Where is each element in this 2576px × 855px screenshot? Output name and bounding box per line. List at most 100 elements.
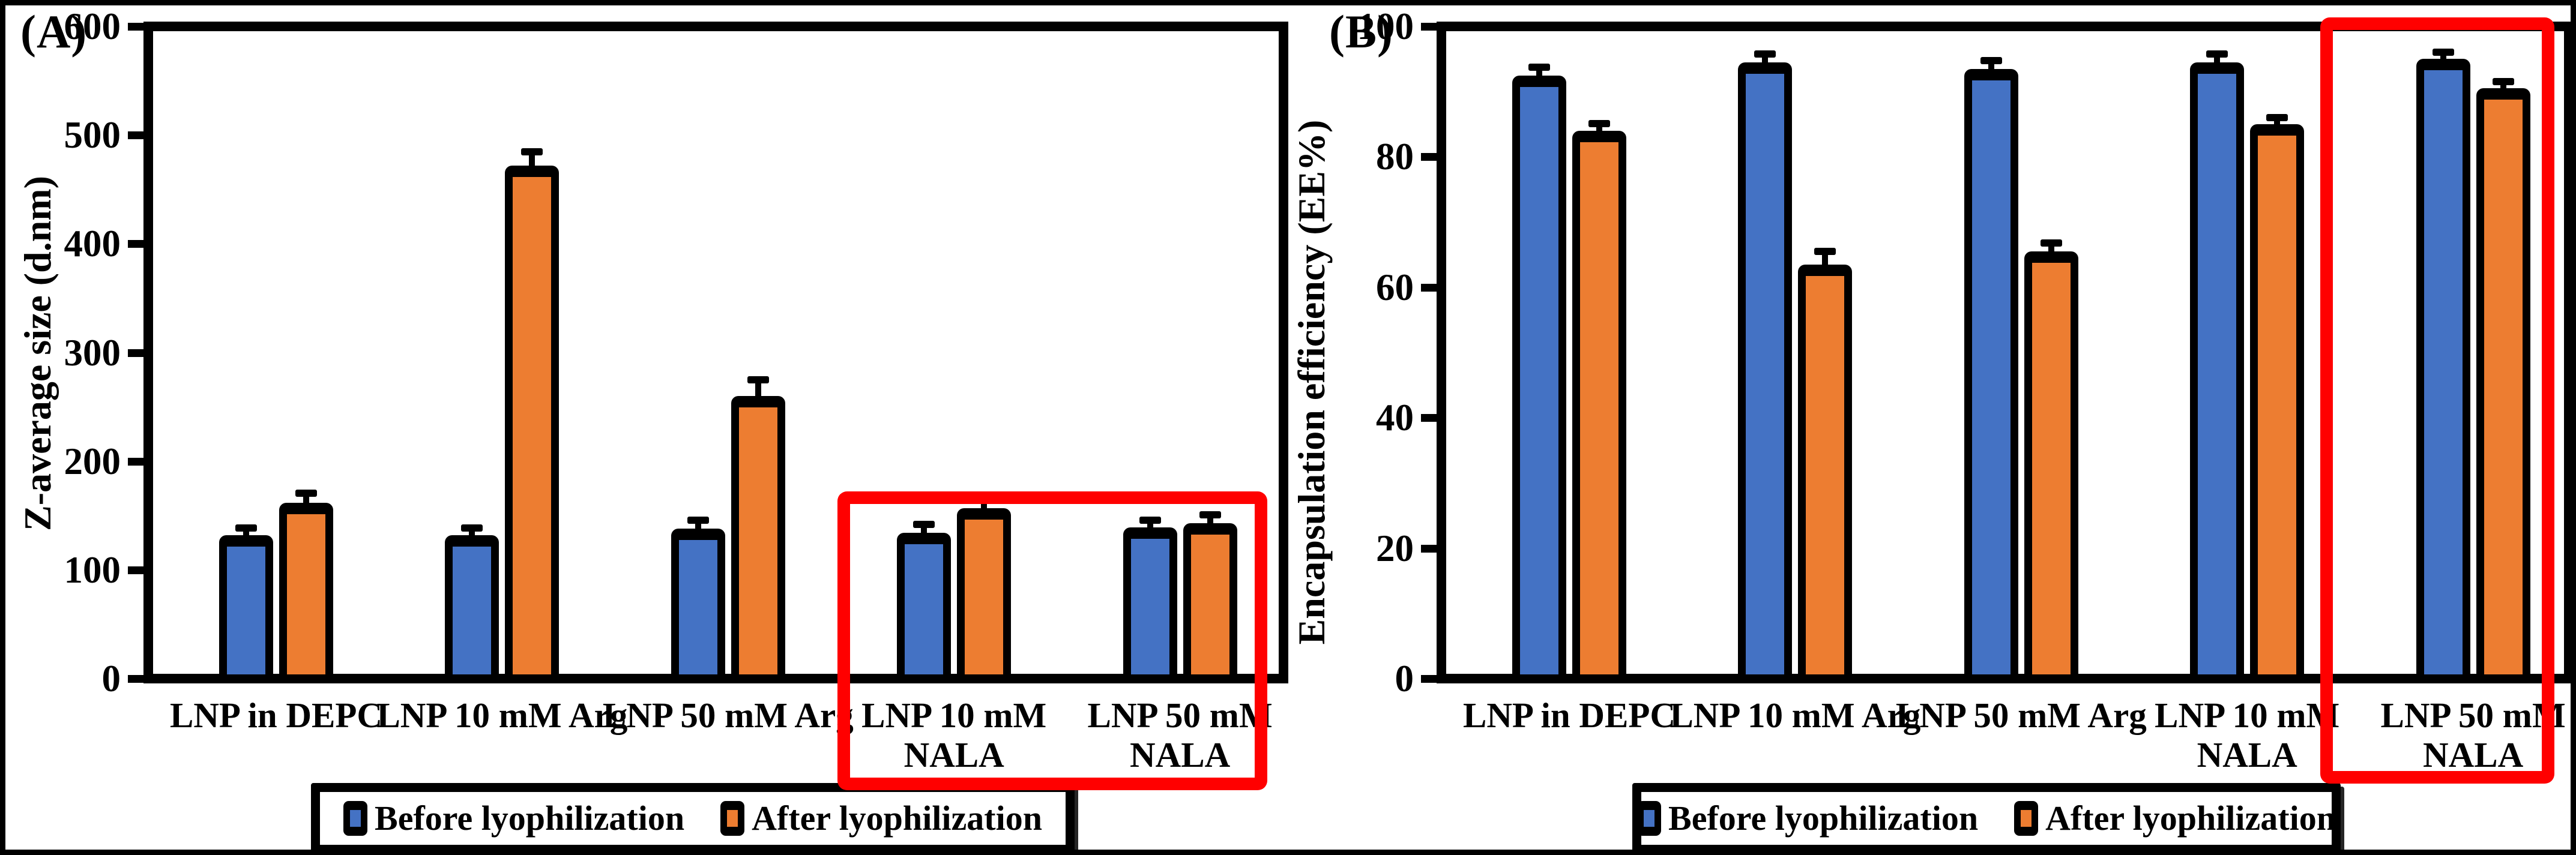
error-cap-before-lnp-50-mm-nala [2432, 49, 2454, 56]
category-label-lnp-in-depc: LNP in DEPC [169, 695, 383, 735]
y-tick-b-100 [1421, 23, 1438, 31]
error-cap-before-lnp-10-mm-nala [913, 521, 935, 529]
bar-before-lnp-50-mm-nala [1123, 527, 1177, 682]
y-tick-label-b-60: 60 [1376, 266, 1414, 308]
bar-after-lnp-10-mm-nala [2250, 124, 2305, 682]
bar-after-lnp-10-mm-nala [957, 508, 1012, 682]
highlight-box-a [837, 491, 1267, 790]
category-label-lnp-50-mm-nala: LNP 50 mM NALA [1087, 695, 1273, 775]
error-bar-before-lnp-in-depc [243, 530, 249, 538]
bar-after-lnp-10-mm-arg [505, 165, 560, 682]
y-tick-label-a-500: 500 [64, 114, 121, 157]
legend-swatch-before-icon [1637, 801, 1662, 836]
bar-before-lnp-in-depc [1512, 75, 1566, 682]
bar-before-lnp-10-mm-arg [445, 535, 499, 682]
bar-after-lnp-50-mm-nala [1183, 523, 1237, 682]
legend-label-before-lyophilization: Before lyophilization [1668, 799, 1979, 838]
y-tick-label-b-40: 40 [1376, 397, 1414, 439]
y-tick-label-a-200: 200 [64, 440, 121, 482]
error-bar-before-lnp-50-mm-nala [2440, 55, 2446, 62]
panel-label-a: (A) [20, 5, 88, 58]
error-bar-before-lnp-50-mm-arg [1988, 63, 1994, 71]
error-bar-before-lnp-10-mm-arg [469, 530, 475, 538]
error-bar-before-lnp-50-mm-nala [1147, 523, 1153, 530]
error-bar-before-lnp-50-mm-arg [695, 523, 701, 531]
legend-a: Before lyophilization After lyophilizatio… [311, 783, 1075, 850]
y-tick-a-200 [128, 457, 145, 466]
legend-item-after-lyophilization: After lyophilization [2014, 800, 2336, 836]
legend-item-before-lyophilization: Before lyophilization [1637, 800, 1978, 836]
y-tick-label-a-0: 0 [101, 658, 121, 700]
error-bar-after-lnp-in-depc [1596, 127, 1602, 133]
error-cap-after-lnp-50-mm-nala [1199, 511, 1221, 518]
legend-swatch-after-icon [720, 801, 745, 836]
error-cap-after-lnp-50-mm-arg [747, 376, 769, 384]
y-tick-a-600 [128, 23, 145, 31]
legend-chip-before [350, 810, 361, 827]
y-tick-label-a-400: 400 [64, 223, 121, 265]
bar-before-lnp-10-mm-arg [1738, 62, 1793, 682]
bar-after-lnp-in-depc [1572, 130, 1626, 682]
y-tick-b-60 [1421, 283, 1438, 292]
legend-swatch-after-icon [2014, 801, 2039, 836]
y-tick-label-b-0: 0 [1395, 658, 1414, 700]
y-tick-label-a-600: 600 [64, 5, 121, 47]
bar-before-lnp-50-mm-arg [671, 528, 725, 682]
error-cap-after-lnp-in-depc [1588, 120, 1610, 128]
y-tick-a-0 [128, 675, 145, 683]
error-cap-after-lnp-50-mm-nala [2492, 77, 2514, 85]
error-bar-after-lnp-10-mm-nala [981, 501, 988, 511]
y-tick-a-100 [128, 566, 145, 574]
error-bar-after-lnp-50-mm-arg [755, 383, 761, 398]
legend-label-after-lyophilization: After lyophilization [2045, 799, 2336, 838]
bar-before-lnp-50-mm-nala [2416, 59, 2470, 682]
y-tick-label-a-300: 300 [64, 331, 121, 374]
legend-label-before-lyophilization: Before lyophilization [375, 799, 685, 838]
bar-before-lnp-10-mm-nala [897, 533, 952, 682]
category-label-lnp-10-mm-arg: LNP 10 mM Arg [1670, 695, 1921, 735]
error-cap-after-lnp-10-mm-nala [2266, 113, 2288, 121]
y-tick-b-40 [1421, 414, 1438, 422]
category-label-lnp-50-mm-arg: LNP 50 mM Arg [1895, 695, 2147, 735]
legend-chip-before [1644, 810, 1655, 827]
error-bar-after-lnp-in-depc [303, 496, 309, 505]
legend-item-before-lyophilization: Before lyophilization [343, 800, 684, 836]
y-tick-a-500 [128, 131, 145, 140]
y-tick-a-400 [128, 240, 145, 248]
error-cap-after-lnp-10-mm-arg [1814, 248, 1836, 256]
bar-after-lnp-50-mm-arg [731, 395, 785, 682]
highlight-box-b [2320, 17, 2554, 784]
error-cap-before-lnp-50-mm-nala [1139, 516, 1161, 524]
error-bar-after-lnp-10-mm-arg [1822, 254, 1829, 267]
legend-chip-after [2021, 810, 2032, 827]
bar-after-lnp-in-depc [279, 502, 333, 682]
bar-before-lnp-50-mm-arg [1964, 68, 2018, 682]
error-cap-before-lnp-50-mm-arg [687, 516, 709, 524]
panel-label-b: (B) [1329, 5, 1393, 58]
error-cap-before-lnp-in-depc [1528, 63, 1550, 71]
error-bar-before-lnp-in-depc [1536, 70, 1542, 78]
error-bar-before-lnp-10-mm-arg [1762, 57, 1769, 65]
y-tick-label-b-80: 80 [1376, 136, 1414, 178]
y-tick-b-0 [1421, 675, 1438, 683]
legend-chip-after [727, 810, 738, 827]
error-bar-after-lnp-50-mm-arg [2048, 246, 2054, 254]
error-bar-before-lnp-10-mm-nala [2214, 57, 2221, 65]
category-label-lnp-10-mm-nala: LNP 10 mM NALA [2155, 695, 2340, 775]
bar-after-lnp-50-mm-arg [2024, 251, 2078, 682]
error-bar-after-lnp-10-mm-nala [2274, 120, 2281, 127]
y-tick-label-b-20: 20 [1376, 527, 1414, 569]
error-cap-before-lnp-10-mm-nala [2206, 50, 2228, 58]
error-cap-after-lnp-10-mm-arg [521, 148, 543, 155]
error-cap-before-lnp-10-mm-arg [1754, 50, 1776, 58]
y-tick-b-20 [1421, 544, 1438, 553]
legend-b: Before lyophilization After lyophilizatio… [1632, 783, 2341, 850]
error-cap-after-lnp-in-depc [295, 489, 317, 497]
error-bar-after-lnp-50-mm-nala [1207, 517, 1213, 526]
category-label-lnp-10-mm-arg: LNP 10 mM Arg [376, 695, 628, 735]
y-tick-label-a-100: 100 [64, 548, 121, 591]
bar-after-lnp-10-mm-arg [1798, 264, 1853, 682]
category-label-lnp-in-depc: LNP in DEPC [1462, 695, 1676, 735]
category-label-lnp-50-mm-arg: LNP 50 mM Arg [602, 695, 854, 735]
